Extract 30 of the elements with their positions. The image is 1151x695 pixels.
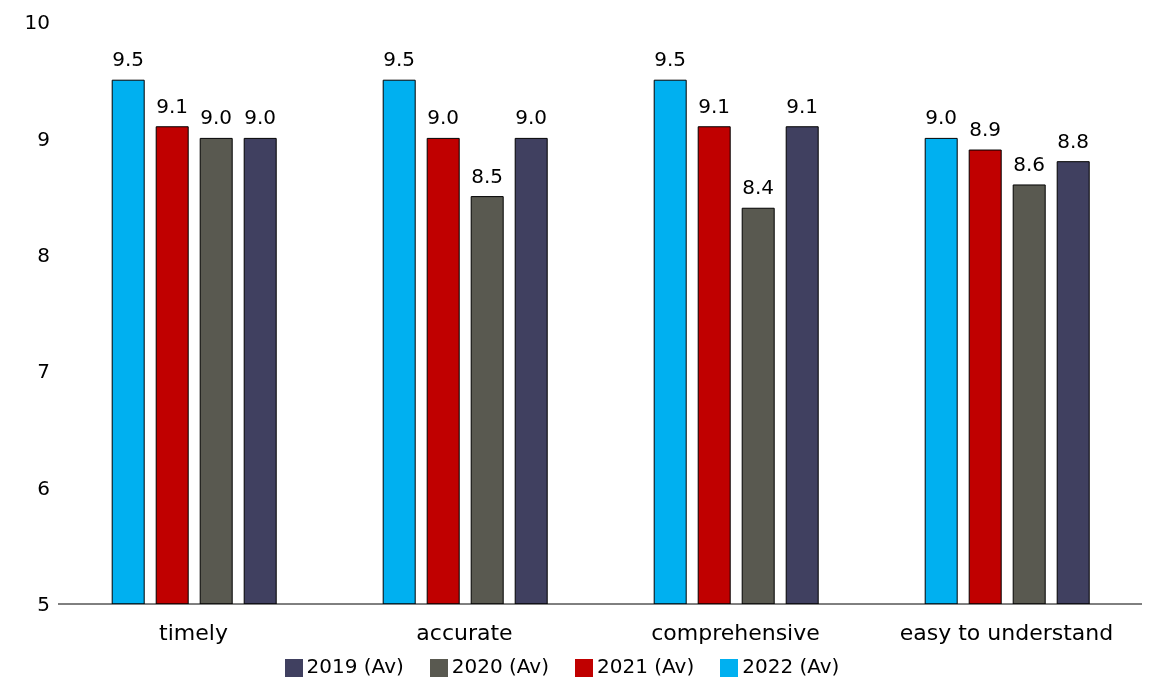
legend-label: 2019 (Av): [306, 654, 404, 678]
data-label: 8.9: [969, 117, 1002, 142]
y-tick-label: 8: [37, 242, 50, 267]
data-label: 9.1: [156, 93, 189, 118]
data-label: 9.5: [112, 47, 145, 72]
data-label: 9.0: [244, 105, 277, 130]
y-tick-label: 6: [37, 475, 50, 500]
x-tick-label: timely: [159, 619, 228, 645]
y-tick-label: 7: [37, 359, 50, 384]
x-tick-label: easy to understand: [899, 619, 1114, 645]
data-label: 8.5: [471, 163, 504, 188]
legend-label: 2020 (Av): [451, 654, 549, 678]
data-label: 9.0: [515, 105, 548, 130]
data-label: 9.1: [698, 93, 731, 118]
data-label: 9.0: [925, 105, 958, 130]
data-label: 9.5: [383, 47, 416, 72]
legend-label: 2022 (Av): [742, 654, 840, 678]
legend-label: 2021 (Av): [597, 654, 695, 678]
y-tick-label: 10: [24, 10, 50, 35]
data-label: 9.5: [654, 47, 687, 72]
x-tick-label: accurate: [416, 619, 513, 645]
data-label: 9.1: [786, 93, 819, 118]
data-label: 8.6: [1013, 151, 1046, 176]
data-label: 9.0: [200, 105, 233, 130]
y-tick-label: 9: [37, 126, 50, 151]
data-label: 8.8: [1057, 128, 1090, 153]
data-label: 8.4: [742, 175, 775, 200]
y-tick-label: 5: [37, 592, 50, 617]
x-tick-label: comprehensive: [651, 619, 820, 645]
data-label: 9.0: [427, 105, 460, 130]
